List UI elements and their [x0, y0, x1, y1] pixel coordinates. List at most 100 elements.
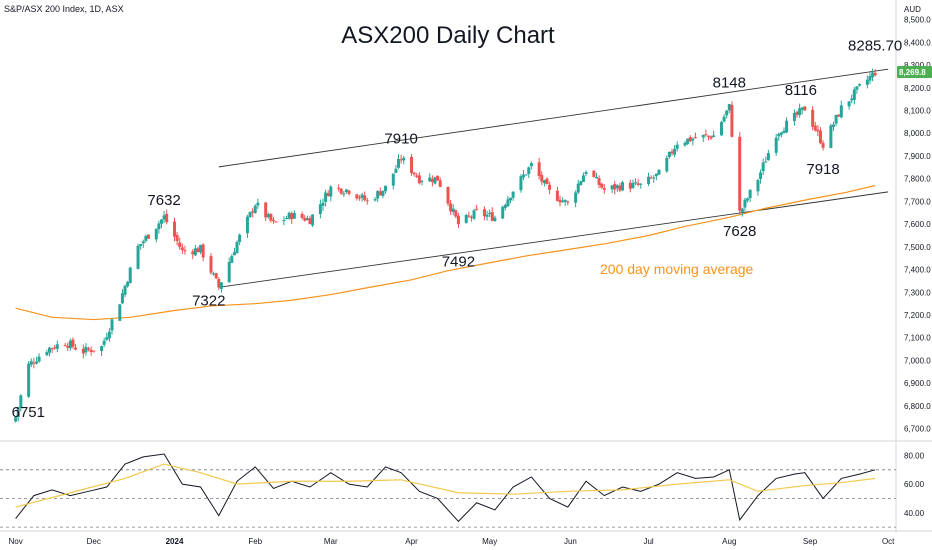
candle-body	[344, 189, 348, 193]
candle-body	[566, 201, 570, 203]
candle-body	[201, 244, 205, 258]
candle-body	[865, 79, 869, 85]
candle-body	[782, 130, 786, 134]
x-tick-label: Nov	[9, 537, 23, 546]
candle-body	[173, 221, 177, 237]
x-tick-label: Jun	[564, 537, 577, 546]
candle-body	[511, 191, 515, 198]
candle-body	[522, 174, 526, 178]
candle-body	[230, 256, 234, 263]
x-tick-label: May	[482, 537, 497, 546]
candle-body	[410, 156, 414, 173]
lower-channel	[218, 191, 889, 288]
x-tick-label: Feb	[248, 537, 262, 546]
candle-body	[290, 213, 294, 220]
candle-body	[722, 116, 726, 122]
price-annotation: 8285.70	[848, 37, 902, 54]
candle-body	[165, 213, 169, 223]
candle-body	[488, 212, 492, 215]
candle-body	[709, 136, 713, 139]
candle-body	[412, 172, 416, 175]
candle-body	[232, 252, 236, 256]
candle-body	[282, 220, 286, 222]
candle-body	[634, 182, 638, 184]
candle-body	[581, 175, 585, 182]
price-annotation: 7910	[384, 131, 417, 148]
candle-body	[373, 199, 377, 201]
candle-body	[420, 181, 424, 183]
last-price-badge	[897, 65, 932, 78]
candle-body	[472, 210, 476, 219]
candle-body	[32, 362, 36, 364]
x-tick-label: Aug	[722, 537, 736, 546]
candle-body	[798, 108, 802, 115]
candle-body	[446, 186, 450, 204]
candle-body	[199, 244, 203, 253]
candle-body	[378, 191, 382, 196]
candle-body	[324, 192, 328, 202]
candle-body	[438, 180, 442, 187]
price-annotation: 8148	[713, 75, 746, 92]
candle-body	[647, 176, 651, 184]
candle-body	[110, 319, 114, 331]
candle-body	[399, 159, 403, 161]
candle-body	[100, 346, 104, 352]
candle-body	[712, 135, 716, 138]
y-tick-label: 7,600.0	[904, 220, 931, 229]
candle-body	[339, 188, 343, 194]
candle-body	[329, 186, 333, 197]
candle-body	[792, 112, 796, 122]
candle-body	[128, 267, 132, 284]
candle-body	[725, 110, 729, 116]
ma-200-line	[15, 184, 876, 321]
candle-body	[837, 114, 841, 117]
candle-body	[803, 106, 807, 111]
rsi-ma-line	[15, 463, 876, 508]
candle-body	[639, 183, 643, 185]
price-annotation: 7918	[806, 161, 839, 178]
candle-body	[594, 176, 598, 179]
x-tick-label: 2024	[166, 537, 184, 546]
candle-body	[381, 190, 385, 196]
candle-body	[248, 211, 252, 218]
candle-body	[469, 216, 473, 218]
candle-body	[318, 204, 322, 214]
candle-body	[670, 151, 674, 154]
candle-body	[451, 208, 455, 212]
candle-body	[365, 200, 369, 202]
y-tick-label: 8,400.0	[904, 38, 931, 47]
candle-body	[53, 347, 57, 349]
y-tick-label: 7,200.0	[904, 311, 931, 320]
currency-label: AUD	[904, 5, 921, 14]
candle-body	[621, 182, 625, 191]
candle-body	[761, 162, 765, 172]
candle-body	[355, 194, 359, 199]
candle-body	[238, 234, 242, 243]
candle-body	[785, 120, 789, 133]
candle-body	[271, 219, 275, 222]
candle-body	[159, 219, 163, 224]
candle-body	[691, 138, 695, 141]
y-tick-label: 7,700.0	[904, 197, 931, 206]
candle-body	[667, 151, 671, 158]
x-tick-label: Dec	[87, 537, 101, 546]
candle-body	[490, 212, 494, 221]
candle-body	[829, 125, 833, 148]
candle-body	[813, 125, 817, 131]
candle-body	[746, 198, 750, 201]
candle-body	[527, 167, 531, 174]
candle-body	[217, 279, 221, 288]
candle-body	[816, 129, 820, 132]
x-tick-label: Sep	[803, 537, 818, 546]
candle-body	[193, 248, 197, 256]
candle-body	[631, 183, 635, 189]
candle-body	[561, 200, 565, 203]
candle-body	[764, 161, 768, 163]
candle-body	[579, 181, 583, 185]
candle-body	[482, 209, 486, 217]
osc-y-tick-label: 60.00	[904, 480, 925, 489]
candle-body	[821, 142, 825, 148]
candle-body	[584, 172, 588, 174]
candle-body	[274, 221, 278, 223]
candle-body	[759, 172, 763, 180]
